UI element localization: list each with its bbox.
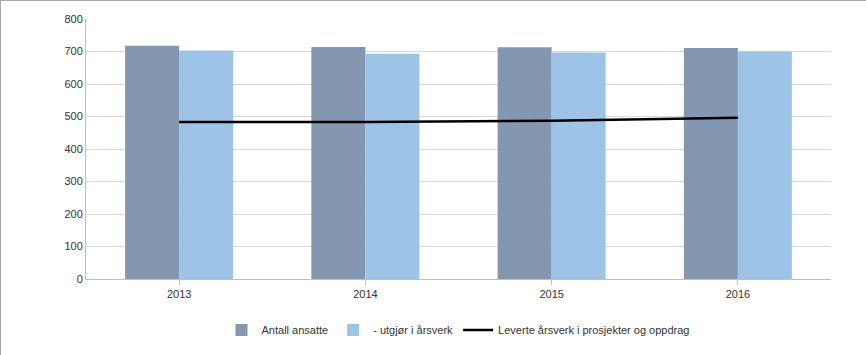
svg-text:Leverte årsverk i prosjekter o: Leverte årsverk i prosjekter og oppdrag	[498, 324, 689, 336]
svg-text:400: 400	[64, 143, 82, 155]
svg-text:100: 100	[64, 240, 82, 252]
svg-text:Antall ansatte: Antall ansatte	[262, 324, 329, 336]
svg-text:700: 700	[64, 45, 82, 57]
svg-text:0: 0	[77, 273, 83, 285]
svg-text:2015: 2015	[539, 288, 563, 300]
svg-text:500: 500	[64, 110, 82, 122]
svg-text:300: 300	[64, 175, 82, 187]
svg-text:800: 800	[64, 13, 82, 25]
svg-text:600: 600	[64, 78, 82, 90]
svg-text:2013: 2013	[167, 288, 191, 300]
svg-text:200: 200	[64, 208, 82, 220]
svg-text:- utgjør i årsverk: - utgjør i årsverk	[373, 324, 453, 336]
svg-text:2014: 2014	[353, 288, 377, 300]
svg-text:2016: 2016	[726, 288, 750, 300]
